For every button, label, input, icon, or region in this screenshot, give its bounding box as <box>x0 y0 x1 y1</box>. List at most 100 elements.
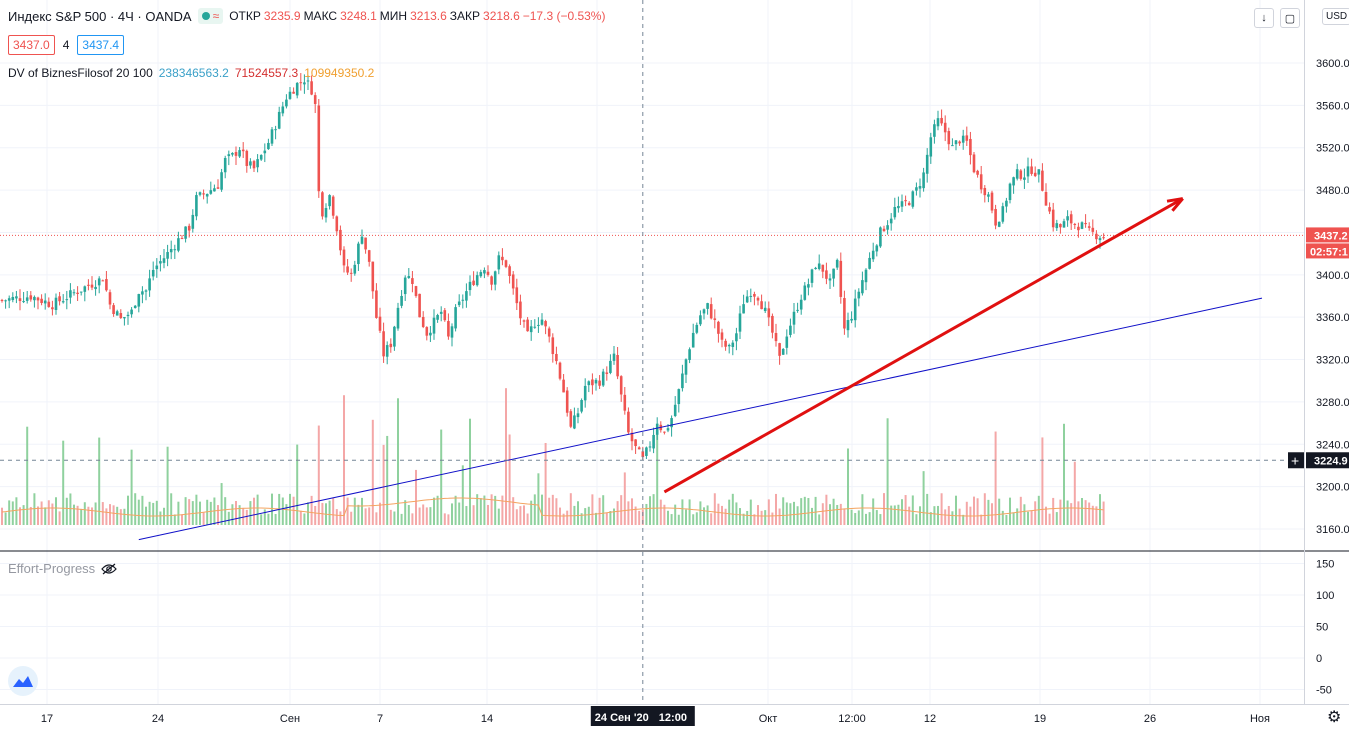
volume-bar <box>1059 499 1062 525</box>
candle-body <box>598 380 601 386</box>
candle <box>835 258 839 270</box>
candle <box>915 182 918 196</box>
volume-bar <box>857 510 860 525</box>
volume-bar <box>436 495 439 525</box>
candle-body <box>173 249 177 251</box>
volume-bar <box>645 503 648 525</box>
ohlc-close-label: ЗАКР <box>449 9 481 23</box>
candle <box>1033 166 1037 178</box>
volume-bar <box>487 504 489 525</box>
candle-body <box>43 300 47 304</box>
volume-bar <box>764 510 767 525</box>
volume-bar <box>649 496 651 525</box>
volume-bar <box>447 514 450 525</box>
candle-body <box>1005 200 1008 207</box>
volume-bar <box>33 493 36 525</box>
candle <box>234 146 238 166</box>
candle-body <box>720 332 724 340</box>
volume-bar <box>1019 496 1022 525</box>
candle <box>605 366 609 381</box>
volume-bar <box>775 493 777 525</box>
volume-bar <box>238 505 241 525</box>
time-tick-label: 26 <box>1144 713 1156 725</box>
volume-bar <box>937 505 939 525</box>
candle <box>709 297 713 320</box>
candle <box>421 311 425 329</box>
eye-off-icon[interactable] <box>101 563 117 575</box>
candle <box>367 249 371 267</box>
candle <box>274 125 277 140</box>
candle <box>511 271 515 295</box>
volume-bar <box>1 507 3 525</box>
volume-bar <box>843 509 846 525</box>
sell-button[interactable]: 3437.0 <box>8 35 55 55</box>
volume-bar <box>1063 423 1065 525</box>
candle <box>666 423 670 433</box>
volume-bar <box>652 494 655 525</box>
indicator-legend[interactable]: DV of BiznesFilosof 20 100 238346563.2 7… <box>8 66 374 80</box>
candle <box>195 191 198 221</box>
candle <box>87 279 90 291</box>
candle <box>115 309 119 316</box>
candle-body <box>79 291 83 293</box>
arrow-down-icon[interactable]: ↓ <box>1254 8 1274 28</box>
volume-bar <box>109 504 111 525</box>
candle-body <box>1008 183 1012 201</box>
candle-body <box>573 415 576 429</box>
quantity-field[interactable]: 4 <box>62 38 70 52</box>
effort-progress-legend[interactable]: Effort-Progress <box>8 561 117 576</box>
candle <box>159 255 162 272</box>
volume-bar <box>37 506 39 525</box>
candle <box>1084 214 1087 228</box>
candle <box>684 358 688 384</box>
volume-bar <box>83 502 86 525</box>
crosshair-date-label: 24 Сен '20 <box>595 712 649 724</box>
volume-bar <box>379 502 381 525</box>
market-status-badge[interactable]: ≈ <box>197 8 224 24</box>
candle <box>792 303 796 334</box>
volume-bar <box>451 503 453 525</box>
volume-bar <box>202 512 205 525</box>
candle-body <box>691 332 695 348</box>
currency-button[interactable]: USD <box>1322 8 1349 25</box>
candle <box>904 195 907 207</box>
candle <box>1041 163 1044 192</box>
fullscreen-icon[interactable]: ▢ <box>1280 8 1300 28</box>
symbol-title[interactable]: Индекс S&P 500 · 4Ч · OANDA <box>8 8 192 24</box>
tradingview-logo-icon[interactable] <box>8 666 38 696</box>
candle-body <box>191 214 195 229</box>
wave-icon: ≈ <box>212 9 220 23</box>
volume-bar <box>123 508 126 525</box>
volume-bar <box>361 497 363 525</box>
ep-tick-label: 100 <box>1316 590 1334 602</box>
candle <box>987 191 990 203</box>
candle-body <box>353 264 357 274</box>
candle-body <box>508 266 511 277</box>
candle-body <box>249 161 252 166</box>
candle-body <box>533 326 537 328</box>
volume-bar <box>821 503 824 525</box>
volume-bar <box>415 469 417 525</box>
buy-button[interactable]: 3437.4 <box>77 35 125 55</box>
candle-body <box>781 348 785 355</box>
volume-bar <box>267 513 270 525</box>
candle <box>691 323 695 348</box>
volume-bar <box>15 497 18 525</box>
gear-icon[interactable]: ⚙ <box>1327 709 1342 726</box>
candle <box>594 378 598 391</box>
candle <box>22 291 25 304</box>
volume-bar <box>281 497 284 525</box>
candle-body <box>378 316 382 331</box>
candle-body <box>0 299 4 301</box>
candle <box>573 407 576 430</box>
price-tick-label: 3200.0 <box>1316 482 1349 494</box>
candle-body <box>544 321 547 327</box>
status-dot-icon <box>201 12 210 20</box>
candle-body <box>133 305 137 308</box>
candle <box>364 237 367 254</box>
volume-bar <box>429 507 432 525</box>
candle <box>429 326 432 343</box>
candle-body <box>565 390 569 413</box>
volume-bar <box>1041 437 1044 525</box>
